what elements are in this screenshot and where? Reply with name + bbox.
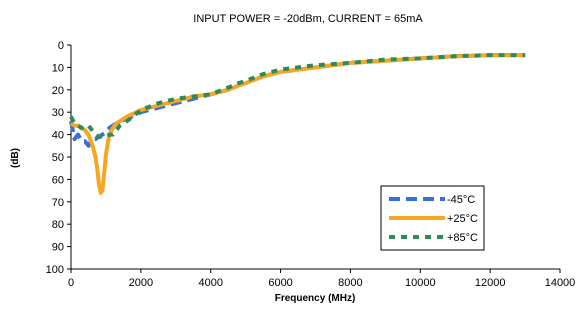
y-tick-label: 40 — [52, 130, 64, 142]
y-tick-label: 60 — [52, 174, 64, 186]
y-tick-label: 10 — [52, 62, 64, 74]
legend-label-3: +85°C — [447, 232, 478, 244]
plot-area: 0 10 20 30 40 50 60 70 80 90 100 0 2000 4000 6000 8000 1… — [46, 40, 576, 289]
x-tick-label: 8000 — [338, 277, 362, 289]
y-tick-label: 70 — [52, 197, 64, 209]
x-axis-label: Frequency (MHz) — [275, 293, 356, 304]
y-tick-label: 90 — [52, 242, 64, 254]
y-tick-label: 0 — [58, 40, 64, 52]
x-tick-label: 10000 — [405, 277, 436, 289]
x-tick-label: 2000 — [129, 277, 153, 289]
chart-title: INPUT POWER = -20dBm, CURRENT = 65mA — [193, 13, 423, 25]
y-tick-label: 80 — [52, 219, 64, 231]
x-tick-label: 12000 — [475, 277, 506, 289]
legend-label-1: -45°C — [447, 194, 475, 206]
y-tick-label: 100 — [46, 264, 64, 276]
x-tick-label: 4000 — [198, 277, 222, 289]
x-tick-label: 6000 — [268, 277, 292, 289]
legend: -45°C +25°C +85°C — [380, 185, 485, 251]
y-tick-label: 50 — [52, 152, 64, 164]
y-axis-label: (dB) — [10, 148, 21, 168]
series-line-3 — [69, 53, 526, 139]
legend-label-2: +25°C — [447, 213, 478, 225]
series-line-2 — [69, 53, 526, 195]
y-tick-label: 30 — [52, 107, 64, 119]
x-tick-label: 14000 — [545, 277, 576, 289]
y-tick-label: 20 — [52, 85, 64, 97]
x-tick-label: 0 — [68, 277, 74, 289]
